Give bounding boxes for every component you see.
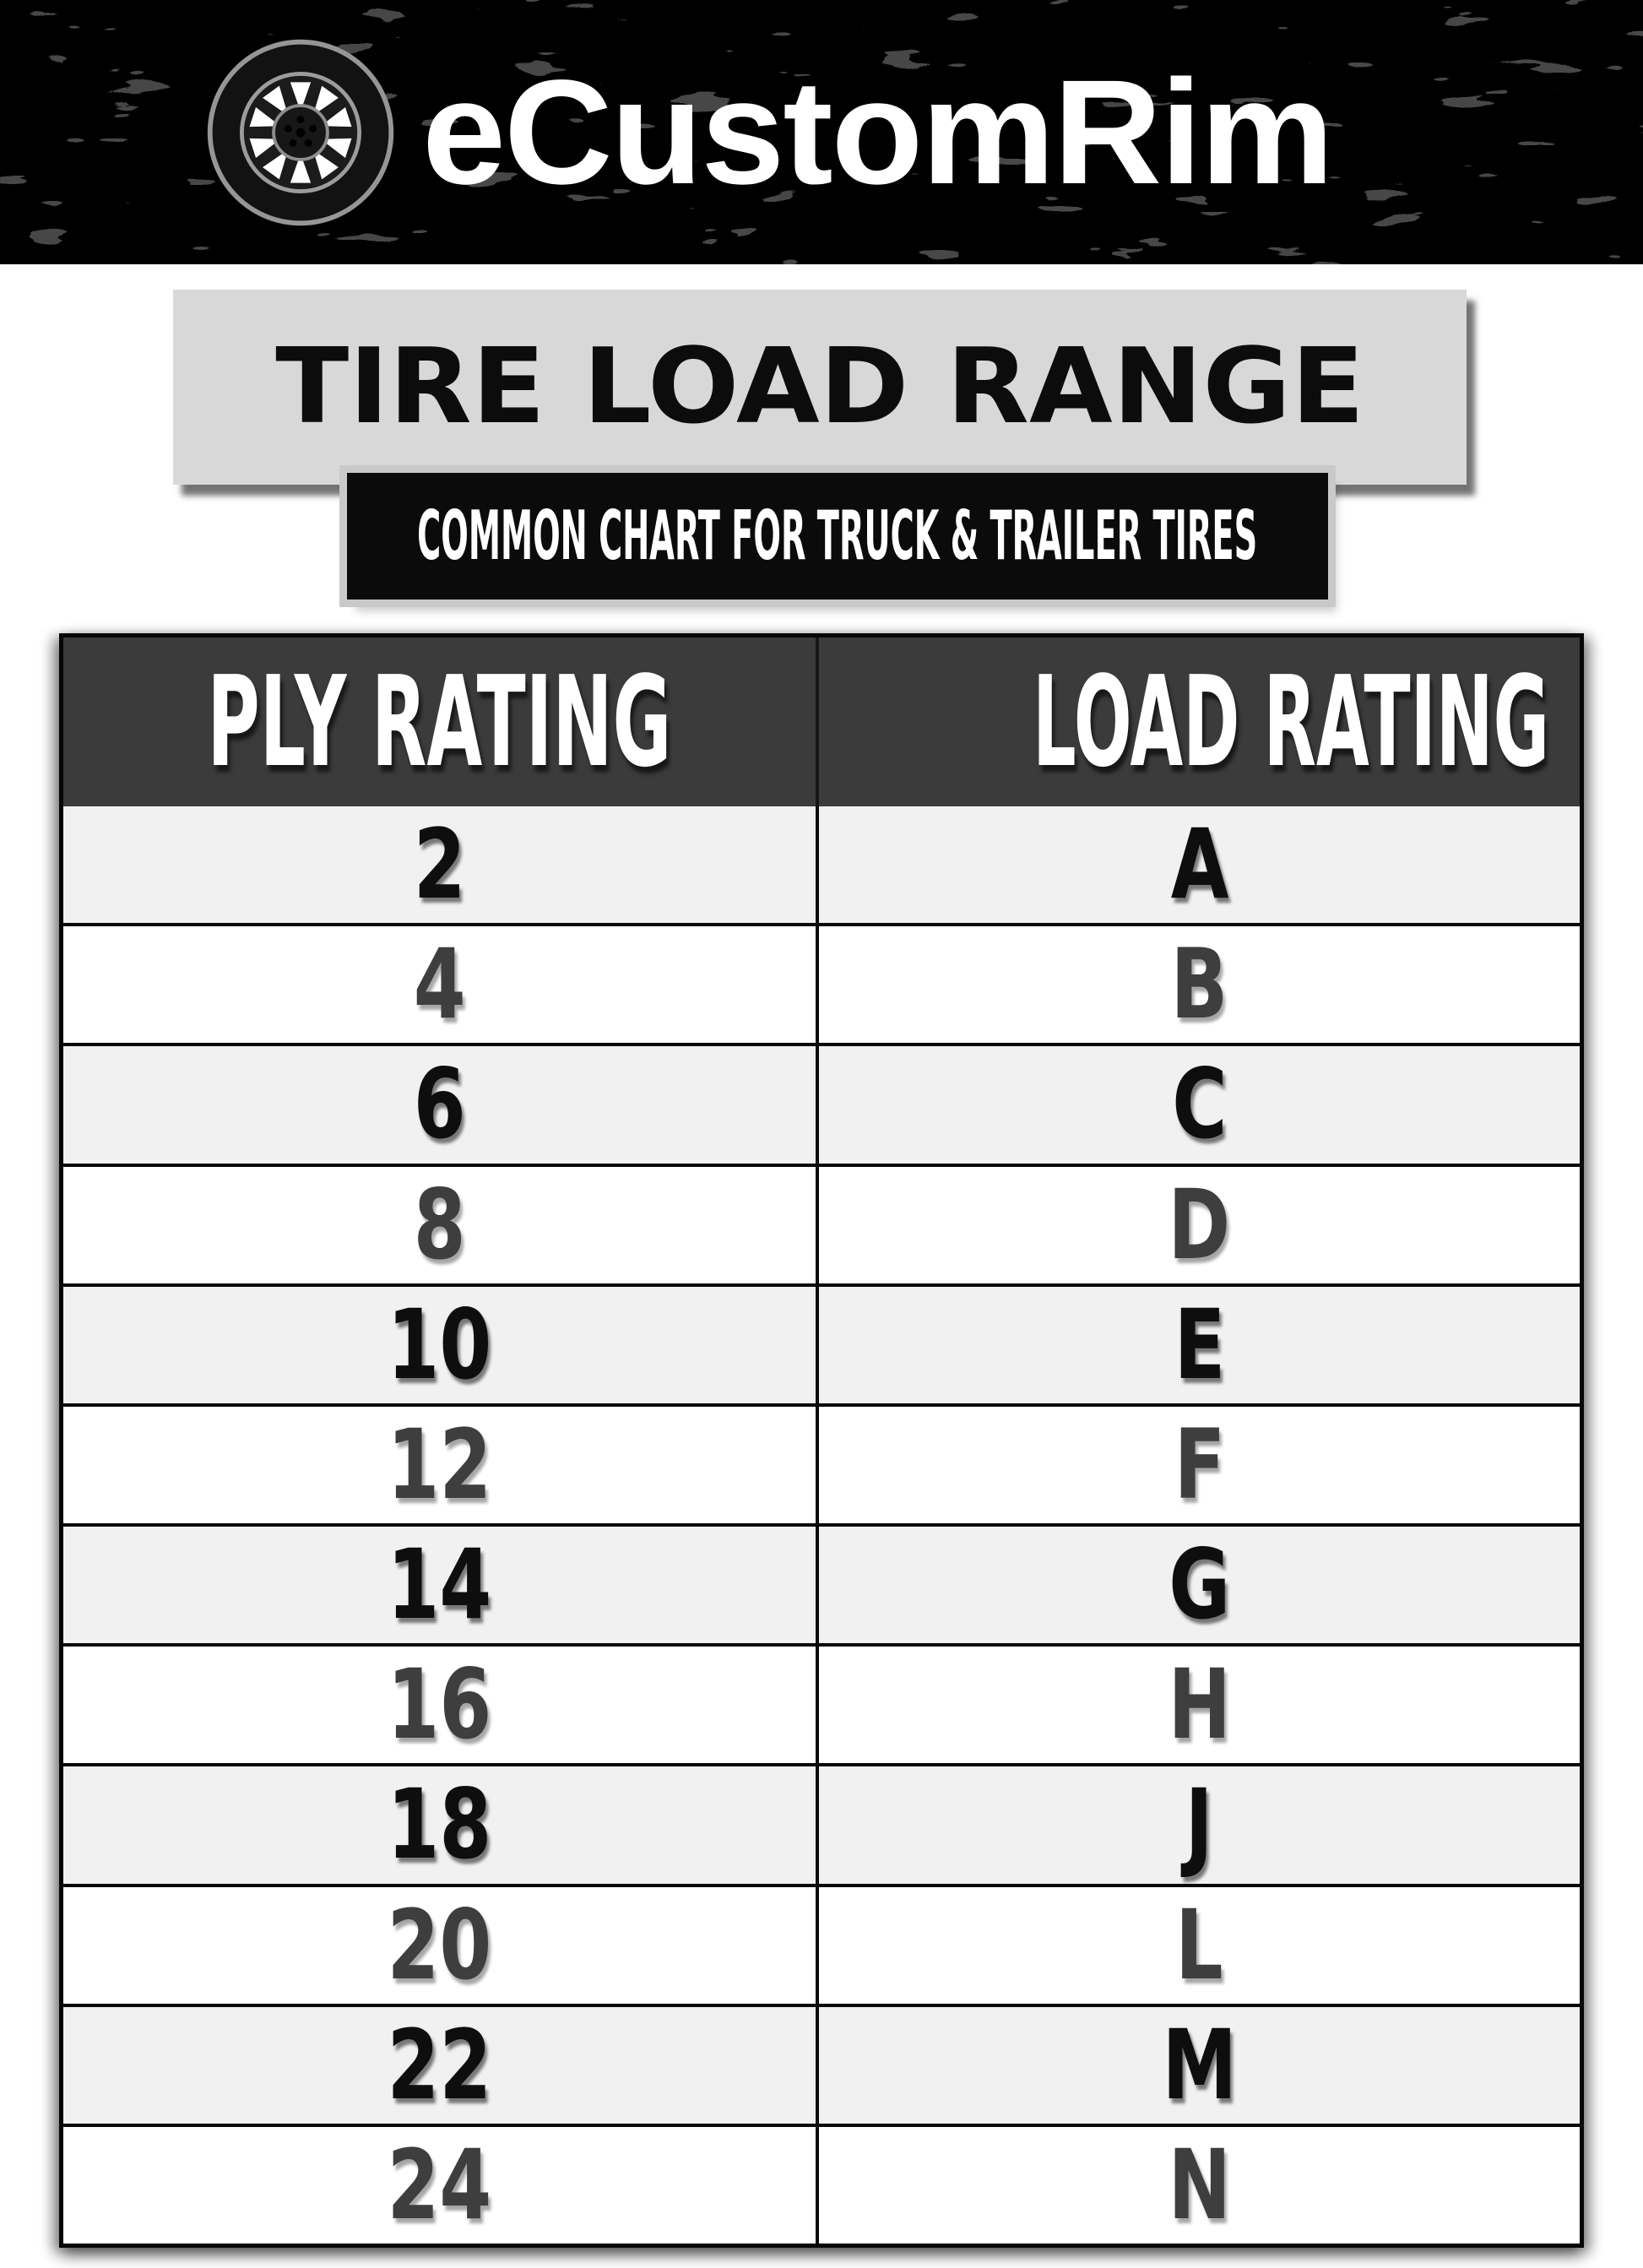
load-rating-value: D bbox=[1168, 1168, 1231, 1281]
load-rating-value: J bbox=[1185, 1768, 1214, 1881]
table-row: 4 B bbox=[63, 923, 1580, 1044]
load-rating-cell: H bbox=[819, 1647, 1580, 1763]
ply-rating-value: 4 bbox=[413, 928, 466, 1041]
ply-rating-cell: 16 bbox=[63, 1647, 820, 1764]
page-title: TIRE LOAD RANGE bbox=[275, 327, 1364, 448]
page-subtitle: COMMON CHART FOR TRUCK & TRAILER TIRES bbox=[417, 496, 1258, 575]
table-row: 6 C bbox=[63, 1043, 1580, 1164]
load-rating-value: F bbox=[1174, 1408, 1226, 1521]
ply-rating-value: 14 bbox=[387, 1528, 492, 1641]
ply-rating-cell: 24 bbox=[63, 2126, 820, 2244]
ply-rating-cell: 14 bbox=[63, 1527, 820, 1644]
tire-wheel-icon bbox=[207, 39, 394, 225]
load-rating-value: A bbox=[1170, 808, 1229, 921]
load-rating-cell: F bbox=[819, 1407, 1580, 1523]
load-rating-cell: C bbox=[819, 1046, 1580, 1163]
load-rating-cell: D bbox=[819, 1167, 1580, 1283]
table-row: 8 D bbox=[63, 1163, 1580, 1283]
ply-rating-value: 18 bbox=[387, 1768, 492, 1881]
load-rating-cell: J bbox=[819, 1766, 1580, 1883]
load-rating-value: H bbox=[1168, 1648, 1231, 1761]
ply-rating-cell: 20 bbox=[63, 1886, 820, 2004]
table-header-row: PLY RATING LOAD RATING bbox=[63, 638, 1580, 806]
load-rating-value: L bbox=[1175, 1888, 1223, 2001]
table-row: 10 E bbox=[63, 1283, 1580, 1403]
ply-rating-value: 10 bbox=[387, 1288, 492, 1401]
table-row: 16 H bbox=[63, 1643, 1580, 1764]
ply-rating-cell: 8 bbox=[63, 1166, 820, 1283]
load-rating-value: M bbox=[1162, 2008, 1237, 2121]
load-rating-cell: G bbox=[819, 1527, 1580, 1643]
column-header-ply-rating: PLY RATING bbox=[63, 638, 820, 806]
subtitle-box: COMMON CHART FOR TRUCK & TRAILER TIRES bbox=[347, 473, 1328, 600]
load-rating-cell: A bbox=[819, 806, 1580, 923]
table-row: 14 G bbox=[63, 1523, 1580, 1644]
load-rating-value: E bbox=[1174, 1288, 1226, 1401]
ply-rating-cell: 4 bbox=[63, 926, 820, 1044]
load-rating-cell: N bbox=[819, 2127, 1580, 2244]
load-rating-cell: E bbox=[819, 1287, 1580, 1403]
ply-rating-cell: 10 bbox=[63, 1286, 820, 1403]
ply-rating-cell: 18 bbox=[63, 1766, 820, 1884]
brand: eCustomRim bbox=[0, 0, 1643, 264]
ply-rating-value: 16 bbox=[387, 1648, 492, 1761]
load-rating-header-label: LOAD RATING bbox=[1033, 649, 1550, 795]
banner: eCustomRim bbox=[0, 0, 1643, 264]
ply-rating-value: 8 bbox=[413, 1168, 466, 1281]
table-row: 18 J bbox=[63, 1763, 1580, 1884]
ply-rating-cell: 22 bbox=[63, 2006, 820, 2124]
table-row: 20 L bbox=[63, 1883, 1580, 2004]
table-body: 2 A 4 B 6 C 8 D 10 E bbox=[63, 806, 1580, 2244]
ply-rating-cell: 6 bbox=[63, 1046, 820, 1164]
ply-rating-value: 24 bbox=[387, 2128, 492, 2241]
load-rating-value: C bbox=[1172, 1048, 1228, 1161]
load-rating-cell: M bbox=[819, 2007, 1580, 2124]
ply-rating-cell: 2 bbox=[63, 806, 820, 924]
load-rating-value: G bbox=[1169, 1528, 1231, 1641]
load-rating-value: B bbox=[1170, 928, 1228, 1041]
ply-rating-value: 20 bbox=[387, 1888, 492, 2001]
table-row: 12 F bbox=[63, 1403, 1580, 1524]
brand-logo-text: eCustomRim bbox=[422, 49, 1334, 215]
ply-rating-value: 12 bbox=[387, 1408, 492, 1521]
title-box: TIRE LOAD RANGE bbox=[173, 290, 1467, 485]
table-row: 24 N bbox=[63, 2123, 1580, 2244]
column-header-load-rating: LOAD RATING bbox=[819, 638, 1643, 806]
table-row: 2 A bbox=[63, 806, 1580, 924]
load-rating-cell: B bbox=[819, 926, 1580, 1043]
ply-rating-cell: 12 bbox=[63, 1406, 820, 1524]
ply-rating-value: 2 bbox=[413, 808, 466, 921]
table-row: 22 M bbox=[63, 2003, 1580, 2124]
ply-rating-header-label: PLY RATING bbox=[207, 649, 672, 795]
ply-rating-value: 22 bbox=[387, 2008, 492, 2121]
load-rating-value: N bbox=[1168, 2128, 1231, 2241]
load-rating-cell: L bbox=[819, 1887, 1580, 2004]
ply-rating-value: 6 bbox=[413, 1048, 466, 1161]
load-range-table: PLY RATING LOAD RATING 2 A 4 B 6 C bbox=[59, 633, 1584, 2248]
